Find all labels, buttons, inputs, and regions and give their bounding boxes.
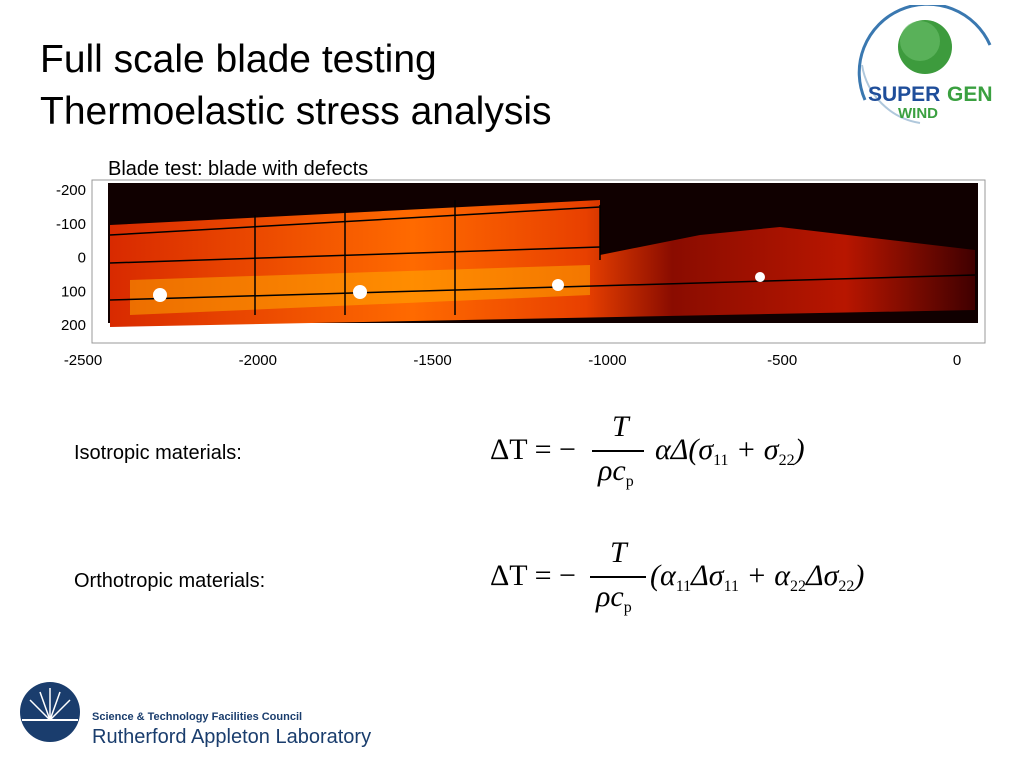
axes-box <box>91 179 986 344</box>
denominator-sub: p <box>625 473 634 490</box>
denominator-sub: p <box>623 599 632 616</box>
y-tick-label: 200 <box>61 317 86 334</box>
rhs-text: αΔ(σ <box>655 433 714 466</box>
equation-lhs: ΔT = − <box>490 559 576 592</box>
rhs-sub: 11 <box>713 452 729 469</box>
x-tick-label: -1000 <box>588 352 626 369</box>
y-tick-label: -200 <box>56 182 86 199</box>
numerator: T <box>612 410 629 443</box>
fraction-bar <box>592 450 644 452</box>
equation-label: Orthotropic materials: <box>74 570 266 592</box>
equation-label: Isotropic materials: <box>74 442 242 464</box>
caption: Blade test: blade with defects <box>108 158 368 180</box>
y-tick-label: -100 <box>56 216 86 233</box>
x-tick-label: -500 <box>767 352 797 369</box>
rhs-text: ) <box>794 433 805 466</box>
rhs-sub: 22 <box>838 578 855 595</box>
stfc-logo: Science & Technology Facilities Council … <box>20 682 371 748</box>
council-name: Science & Technology Facilities Council <box>92 711 302 723</box>
x-tick-label: -2000 <box>239 352 277 369</box>
denominator-text: ρc <box>598 454 626 487</box>
rhs-sub: 11 <box>723 578 739 595</box>
rhs-sub: 22 <box>778 452 795 469</box>
title-line: Full scale blade testing <box>40 38 437 81</box>
rhs-text: Δσ <box>691 559 724 592</box>
rhs-text: + α <box>738 559 790 592</box>
x-tick-label: -2500 <box>64 352 102 369</box>
rhs-sub: 22 <box>789 578 806 595</box>
supergen-logo: SUPER GEN WIND <box>857 5 993 124</box>
x-tick-label: -1500 <box>413 352 451 369</box>
y-tick-label: 100 <box>61 283 86 300</box>
equation-rhs: αΔ(σ11 + σ22) <box>655 433 805 470</box>
logo-text: WIND <box>898 105 938 122</box>
rhs-text: (α <box>650 559 676 592</box>
y-tick-label: 0 <box>78 250 86 267</box>
lab-name: Rutherford Appleton Laboratory <box>92 726 371 748</box>
equation-lhs: ΔT = − <box>490 433 576 466</box>
thermal-figure: Blade test: blade with defects -2500 -200… <box>56 158 986 369</box>
denominator-text: ρc <box>596 580 624 613</box>
equation-rhs: (α11Δσ11 + α22Δσ22) <box>650 559 864 596</box>
fraction-bar <box>590 576 646 578</box>
rhs-text: + σ <box>728 433 779 466</box>
denominator: ρcp <box>596 580 632 617</box>
rhs-text: ) <box>854 559 865 592</box>
denominator: ρcp <box>598 454 634 491</box>
title: Full scale blade testing Thermoelastic s… <box>40 34 552 138</box>
numerator: T <box>610 536 627 569</box>
rhs-sub: 11 <box>675 578 692 595</box>
logo-text: GEN <box>947 83 993 106</box>
x-tick-label: 0 <box>953 352 961 369</box>
logo-text: SUPER <box>868 83 940 106</box>
title-line: Thermoelastic stress analysis <box>40 90 552 133</box>
rhs-text: Δσ <box>805 559 839 592</box>
